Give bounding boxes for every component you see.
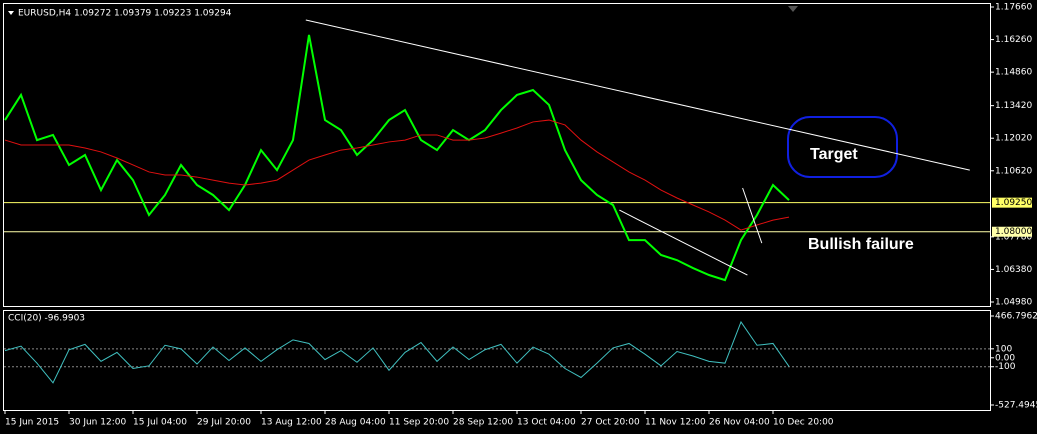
level-label: 1.08000 xyxy=(995,227,1032,237)
x-tick-label: 15 Jun 2015 xyxy=(5,418,59,428)
y-tick-label: 1.16260 xyxy=(995,35,1032,45)
cci-panel xyxy=(3,310,991,411)
series-line xyxy=(4,34,790,282)
trendline xyxy=(742,187,763,244)
shift-marker xyxy=(788,6,798,12)
annotation: Target xyxy=(810,146,858,163)
x-tick-label: 10 Dec 20:00 xyxy=(773,418,834,428)
level-label: 1.09250 xyxy=(995,198,1032,208)
x-tick-label: 11 Sep 20:00 xyxy=(389,418,449,428)
y-tick-label: 100 xyxy=(995,344,1012,354)
price-panel xyxy=(3,3,991,307)
x-tick-label: 29 Jul 20:00 xyxy=(197,418,251,428)
x-tick-label: 28 Aug 04:00 xyxy=(325,418,386,428)
level-label-bg xyxy=(992,197,1032,208)
y-tick-label: 1.06380 xyxy=(995,265,1032,275)
y-tick-label: 1.10620 xyxy=(995,166,1032,176)
x-tick-label: 15 Jul 04:00 xyxy=(133,418,187,428)
series-line xyxy=(4,119,790,231)
y-tick-label: -527.4945 xyxy=(995,401,1037,411)
annotation: Bullish failure xyxy=(808,236,914,253)
y-tick-label: 466.7962 xyxy=(995,312,1037,322)
series-line xyxy=(4,320,790,384)
y-tick-label: 1.14860 xyxy=(995,68,1032,78)
y-tick-label: 1.07780 xyxy=(995,232,1032,242)
y-tick-label: 1.04980 xyxy=(995,298,1032,308)
level-label-bg xyxy=(992,226,1032,237)
trendline xyxy=(619,209,748,276)
x-tick-label: 13 Oct 04:00 xyxy=(517,418,576,428)
target-box xyxy=(787,116,898,178)
y-tick-label: -100 xyxy=(995,362,1016,372)
x-tick-label: 26 Nov 04:00 xyxy=(709,418,770,428)
menu-arrow xyxy=(8,11,14,15)
trendline xyxy=(305,19,970,171)
x-tick-label: 28 Sep 12:00 xyxy=(453,418,513,428)
cci-title: CCI(20) -96.9903 xyxy=(8,314,85,324)
x-tick-label: 27 Oct 20:00 xyxy=(581,418,640,428)
y-tick-label: 1.17660 xyxy=(995,3,1032,13)
y-tick-label: 1.13420 xyxy=(995,101,1032,111)
chart-title: EURUSD,H4 1.09272 1.09379 1.09223 1.0929… xyxy=(18,9,232,19)
x-tick-label: 30 Jun 12:00 xyxy=(69,418,126,428)
y-tick-label: 0.00 xyxy=(995,353,1015,363)
x-tick-label: 13 Aug 12:00 xyxy=(261,418,322,428)
y-tick-label: 1.12020 xyxy=(995,134,1032,144)
x-tick-label: 11 Nov 12:00 xyxy=(645,418,706,428)
